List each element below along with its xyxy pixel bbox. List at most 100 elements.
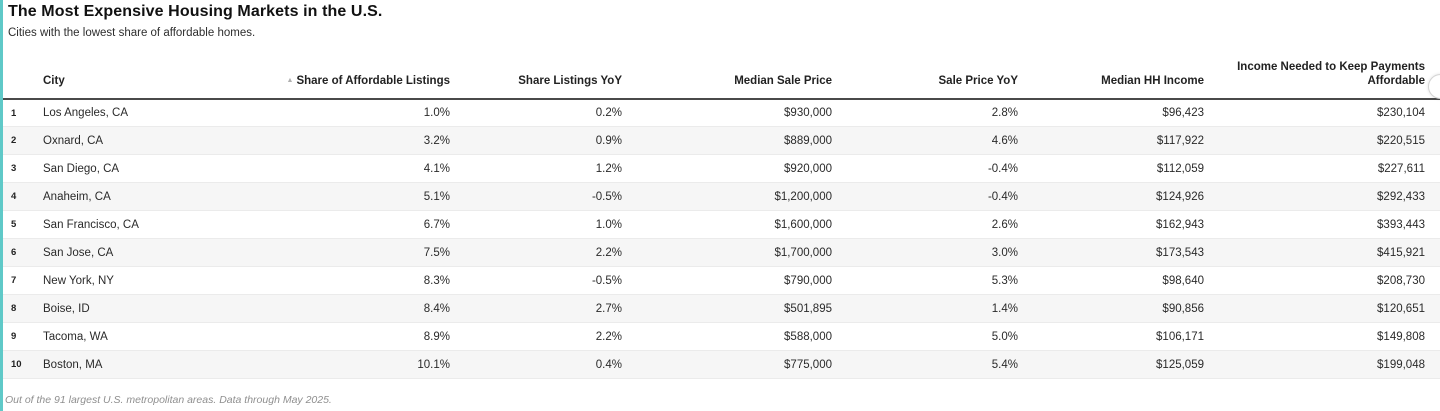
page-title: The Most Expensive Housing Markets in th… xyxy=(8,3,383,20)
share-affordable-value: 8.3% xyxy=(270,266,462,296)
table-row: 1 Los Angeles, CA 1.0% 0.2% $930,000 2.8… xyxy=(3,98,1440,128)
median-sale-price-value: $920,000 xyxy=(634,154,844,184)
sale-price-yoy-value: 1.4% xyxy=(844,294,1030,324)
sale-price-yoy-value: 2.8% xyxy=(844,98,1030,128)
table-row: 5 San Francisco, CA 6.7% 1.0% $1,600,000… xyxy=(3,210,1440,240)
median-hh-income-value: $125,059 xyxy=(1030,350,1216,380)
share-yoy-value: 0.2% xyxy=(462,98,634,128)
column-header-income-needed[interactable]: Income Needed to Keep Payments Affordabl… xyxy=(1216,60,1440,100)
table-row: 9 Tacoma, WA 8.9% 2.2% $588,000 5.0% $10… xyxy=(3,322,1440,352)
income-needed-value: $220,515 xyxy=(1216,126,1440,156)
share-yoy-value: 0.4% xyxy=(462,350,634,380)
column-header-share-affordable-label: Share of Affordable Listings xyxy=(296,75,450,88)
median-sale-price-value: $1,600,000 xyxy=(634,210,844,240)
share-affordable-value: 4.1% xyxy=(270,154,462,184)
column-header-sale-price-yoy[interactable]: Sale Price YoY xyxy=(844,60,1030,100)
sort-ascending-icon: ▲ xyxy=(286,77,294,85)
city-value: Anaheim, CA xyxy=(37,182,270,212)
sale-price-yoy-value: -0.4% xyxy=(844,154,1030,184)
share-yoy-value: 1.2% xyxy=(462,154,634,184)
median-sale-price-value: $930,000 xyxy=(634,98,844,128)
table-row: 2 Oxnard, CA 3.2% 0.9% $889,000 4.6% $11… xyxy=(3,126,1440,156)
column-header-median-hh-income[interactable]: Median HH Income xyxy=(1030,60,1216,100)
median-sale-price-value: $588,000 xyxy=(634,322,844,352)
median-hh-income-value: $112,059 xyxy=(1030,154,1216,184)
column-header-city[interactable]: City xyxy=(37,60,270,100)
median-sale-price-value: $1,200,000 xyxy=(634,182,844,212)
sale-price-yoy-value: 5.3% xyxy=(844,266,1030,296)
median-sale-price-value: $501,895 xyxy=(634,294,844,324)
rank-value: 10 xyxy=(3,350,37,380)
table-row: 8 Boise, ID 8.4% 2.7% $501,895 1.4% $90,… xyxy=(3,294,1440,324)
column-header-rank xyxy=(3,60,37,100)
income-needed-value: $149,808 xyxy=(1216,322,1440,352)
share-yoy-value: 0.9% xyxy=(462,126,634,156)
city-value: Boise, ID xyxy=(37,294,270,324)
income-needed-value: $415,921 xyxy=(1216,238,1440,268)
share-yoy-value: 1.0% xyxy=(462,210,634,240)
share-yoy-value: 2.2% xyxy=(462,238,634,268)
median-hh-income-value: $96,423 xyxy=(1030,98,1216,128)
table-row: 4 Anaheim, CA 5.1% -0.5% $1,200,000 -0.4… xyxy=(3,182,1440,212)
median-hh-income-value: $106,171 xyxy=(1030,322,1216,352)
city-value: San Jose, CA xyxy=(37,238,270,268)
city-value: Boston, MA xyxy=(37,350,270,380)
median-sale-price-value: $775,000 xyxy=(634,350,844,380)
column-header-median-sale-price[interactable]: Median Sale Price xyxy=(634,60,844,100)
share-yoy-value: 2.2% xyxy=(462,322,634,352)
median-sale-price-value: $889,000 xyxy=(634,126,844,156)
income-needed-value: $199,048 xyxy=(1216,350,1440,380)
share-yoy-value: -0.5% xyxy=(462,182,634,212)
share-yoy-value: 2.7% xyxy=(462,294,634,324)
footnote: Out of the 91 largest U.S. metropolitan … xyxy=(5,394,332,406)
income-needed-value: $393,443 xyxy=(1216,210,1440,240)
column-header-share-yoy[interactable]: Share Listings YoY xyxy=(462,60,634,100)
city-value: San Francisco, CA xyxy=(37,210,270,240)
rank-value: 5 xyxy=(3,210,37,240)
share-affordable-value: 1.0% xyxy=(270,98,462,128)
sale-price-yoy-value: 4.6% xyxy=(844,126,1030,156)
page-subtitle: Cities with the lowest share of affordab… xyxy=(8,27,256,39)
sale-price-yoy-value: -0.4% xyxy=(844,182,1030,212)
income-needed-value: $120,651 xyxy=(1216,294,1440,324)
column-header-share-affordable[interactable]: ▲ Share of Affordable Listings xyxy=(270,60,462,100)
city-value: Los Angeles, CA xyxy=(37,98,270,128)
sale-price-yoy-value: 5.0% xyxy=(844,322,1030,352)
median-hh-income-value: $162,943 xyxy=(1030,210,1216,240)
rank-value: 7 xyxy=(3,266,37,296)
sale-price-yoy-value: 3.0% xyxy=(844,238,1030,268)
income-needed-value: $208,730 xyxy=(1216,266,1440,296)
median-sale-price-value: $1,700,000 xyxy=(634,238,844,268)
city-value: Oxnard, CA xyxy=(37,126,270,156)
median-hh-income-value: $124,926 xyxy=(1030,182,1216,212)
median-hh-income-value: $117,922 xyxy=(1030,126,1216,156)
table-row: 7 New York, NY 8.3% -0.5% $790,000 5.3% … xyxy=(3,266,1440,296)
city-value: Tacoma, WA xyxy=(37,322,270,352)
median-hh-income-value: $98,640 xyxy=(1030,266,1216,296)
rank-value: 3 xyxy=(3,154,37,184)
income-needed-value: $227,611 xyxy=(1216,154,1440,184)
share-affordable-value: 5.1% xyxy=(270,182,462,212)
rank-value: 6 xyxy=(3,238,37,268)
share-affordable-value: 6.7% xyxy=(270,210,462,240)
median-hh-income-value: $90,856 xyxy=(1030,294,1216,324)
rank-value: 4 xyxy=(3,182,37,212)
housing-markets-table: City ▲ Share of Affordable Listings Share… xyxy=(3,60,1440,380)
share-yoy-value: -0.5% xyxy=(462,266,634,296)
rank-value: 2 xyxy=(3,126,37,156)
share-affordable-value: 8.4% xyxy=(270,294,462,324)
city-value: San Diego, CA xyxy=(37,154,270,184)
table-row: 3 San Diego, CA 4.1% 1.2% $920,000 -0.4%… xyxy=(3,154,1440,184)
sale-price-yoy-value: 2.6% xyxy=(844,210,1030,240)
city-value: New York, NY xyxy=(37,266,270,296)
share-affordable-value: 3.2% xyxy=(270,126,462,156)
rank-value: 1 xyxy=(3,98,37,128)
table-header-row: City ▲ Share of Affordable Listings Share… xyxy=(3,60,1440,100)
share-affordable-value: 8.9% xyxy=(270,322,462,352)
rank-value: 9 xyxy=(3,322,37,352)
median-sale-price-value: $790,000 xyxy=(634,266,844,296)
rank-value: 8 xyxy=(3,294,37,324)
sale-price-yoy-value: 5.4% xyxy=(844,350,1030,380)
median-hh-income-value: $173,543 xyxy=(1030,238,1216,268)
